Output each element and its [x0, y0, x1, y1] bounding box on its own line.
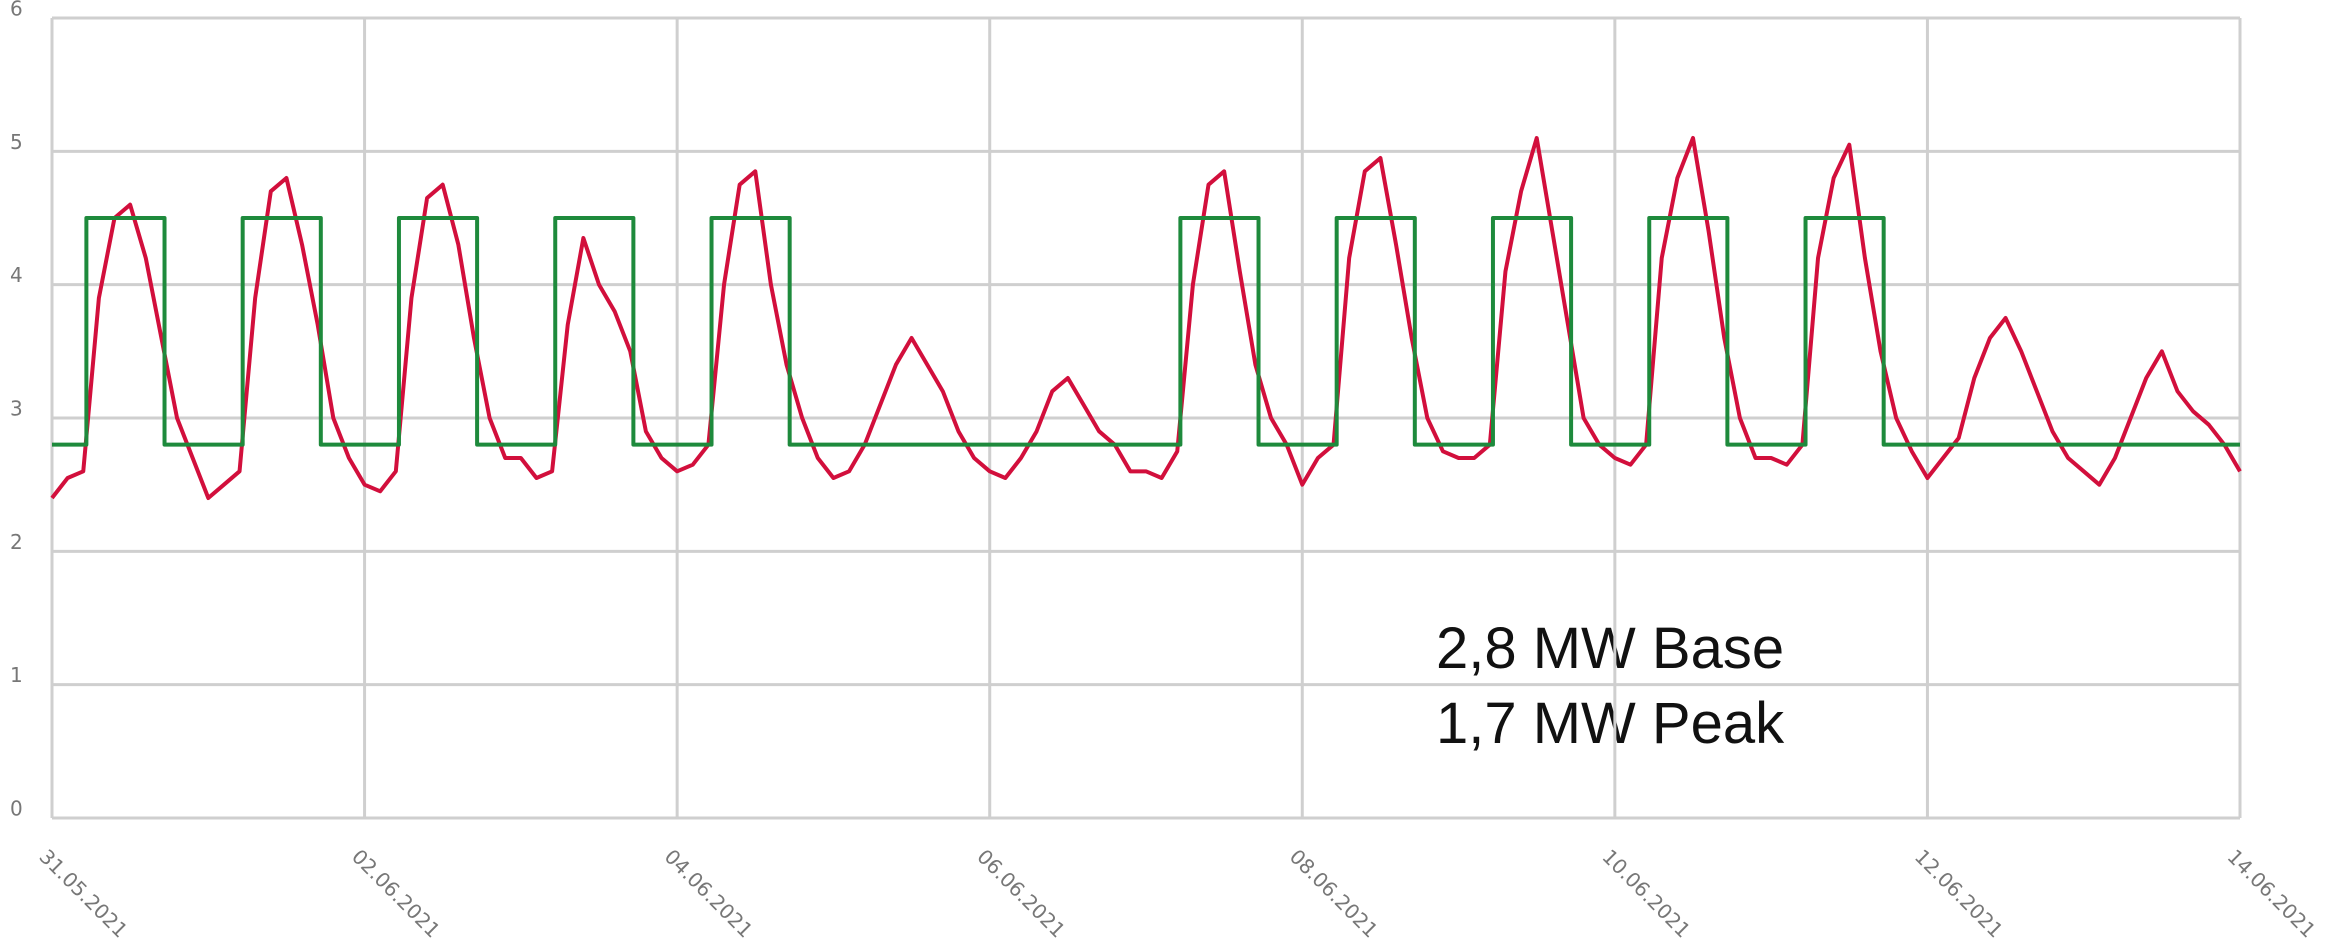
x-tick-label: 02.06.2021	[347, 844, 445, 938]
y-tick-label: 5	[10, 130, 23, 154]
y-tick-label: 6	[10, 0, 23, 21]
series-line	[52, 216, 2240, 447]
y-tick-label: 3	[10, 397, 23, 421]
x-tick-label: 10.06.2021	[1597, 844, 1695, 938]
x-tick-label: 12.06.2021	[1910, 844, 2008, 938]
y-tick-label: 1	[10, 663, 23, 687]
x-tick-label: 08.06.2021	[1285, 844, 1383, 938]
y-tick-label: 0	[10, 797, 23, 821]
y-tick-label: 4	[10, 263, 23, 287]
x-tick-label: 06.06.2021	[972, 844, 1070, 938]
y-tick-label: 2	[10, 530, 23, 554]
x-tick-label: 31.05.2021	[35, 844, 133, 938]
series-line	[50, 136, 2242, 500]
x-tick-label: 04.06.2021	[660, 844, 758, 938]
annotation: 2,8 MW Base	[1436, 616, 1784, 681]
x-tick-label: 14.06.2021	[2223, 844, 2321, 938]
annotation: 1,7 MW Peak	[1436, 691, 1785, 756]
